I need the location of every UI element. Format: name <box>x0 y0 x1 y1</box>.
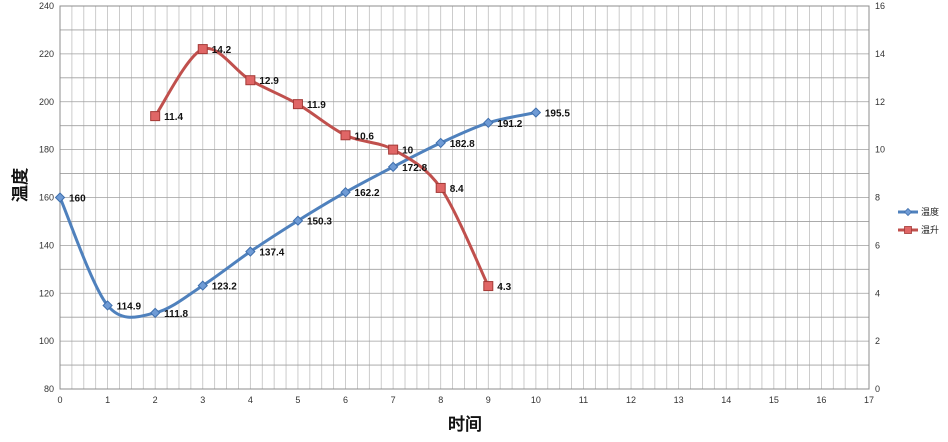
x-tick-label: 13 <box>674 395 684 405</box>
data-label: 182.8 <box>450 139 475 150</box>
y2-tick-label: 8 <box>875 193 880 203</box>
legend-marker <box>903 207 913 217</box>
x-tick-label: 8 <box>438 395 443 405</box>
data-point-marker <box>245 246 256 257</box>
x-axis-ticks: 0 1 2 3 4 5 6 7 8 9 10 11 12 13 14 15 16 17 <box>57 395 874 405</box>
y2-tick-label: 12 <box>875 97 885 107</box>
data-point-marker <box>340 130 351 141</box>
data-label: 111.8 <box>164 309 188 320</box>
y-axis-title: 温度 <box>10 167 31 202</box>
y-tick-label: 100 <box>39 336 54 346</box>
data-label: 8.4 <box>450 184 464 195</box>
x-tick-label: 10 <box>531 395 541 405</box>
data-point-marker <box>435 182 446 193</box>
y-tick-label: 240 <box>39 1 54 11</box>
x-tick-label: 0 <box>57 395 62 405</box>
data-point-marker <box>530 107 542 118</box>
series-layer <box>54 44 542 319</box>
legend-marker <box>904 226 912 234</box>
data-label: 160 <box>69 194 86 205</box>
data-label: 10.6 <box>355 131 375 142</box>
data-label: 12.9 <box>259 76 279 87</box>
y2-tick-label: 16 <box>875 1 885 11</box>
y2-tick-label: 0 <box>875 384 880 394</box>
y-tick-label: 120 <box>39 288 54 298</box>
y-tick-label: 200 <box>39 97 54 107</box>
data-point-marker <box>150 111 161 122</box>
data-label: 11.9 <box>307 100 326 111</box>
y-tick-label: 220 <box>39 49 54 59</box>
y-axis-left-ticks: 80 100 120 140 160 180 200 220 240 <box>39 1 54 394</box>
data-point-marker <box>292 99 303 110</box>
data-label: 14.2 <box>212 45 232 56</box>
x-tick-label: 4 <box>248 395 253 405</box>
x-tick-label: 16 <box>816 395 826 405</box>
series-1 <box>54 107 542 319</box>
data-label: 191.2 <box>497 119 522 130</box>
x-tick-label: 9 <box>486 395 491 405</box>
data-label: 123.2 <box>212 282 237 293</box>
x-tick-label: 6 <box>343 395 348 405</box>
y-tick-label: 80 <box>44 384 54 394</box>
x-tick-label: 1 <box>105 395 110 405</box>
data-label: 11.4 <box>164 112 183 123</box>
y-tick-label: 140 <box>39 240 54 250</box>
y2-tick-label: 6 <box>875 240 880 250</box>
data-label: 195.5 <box>545 109 570 120</box>
x-tick-label: 17 <box>864 395 874 405</box>
y-tick-label: 180 <box>39 145 54 155</box>
data-point-marker <box>483 281 494 292</box>
y-tick-label: 160 <box>39 193 54 203</box>
x-tick-label: 12 <box>626 395 636 405</box>
data-label: 114.9 <box>117 301 142 312</box>
data-label: 137.4 <box>259 248 284 259</box>
legend-label: 温度 <box>921 206 939 218</box>
data-point-marker <box>245 75 256 86</box>
x-axis-title: 时间 <box>448 414 482 435</box>
data-point-marker <box>340 187 351 198</box>
data-point-marker <box>388 144 399 155</box>
legend-item: 温升 <box>898 225 939 236</box>
data-point-marker <box>483 117 494 129</box>
x-tick-label: 2 <box>153 395 158 405</box>
data-point-marker <box>149 307 161 319</box>
data-point-marker <box>292 215 304 226</box>
x-tick-label: 11 <box>579 395 588 405</box>
y2-tick-label: 10 <box>875 145 885 155</box>
y2-tick-label: 4 <box>875 288 880 298</box>
data-point-marker <box>197 280 208 291</box>
x-tick-label: 5 <box>295 395 300 405</box>
data-point-marker <box>435 137 446 149</box>
y2-tick-label: 2 <box>875 336 880 346</box>
x-tick-label: 14 <box>721 395 731 405</box>
data-label: 150.3 <box>307 217 332 228</box>
x-tick-label: 15 <box>769 395 779 405</box>
y-axis-right-ticks: 0 2 4 6 8 10 12 14 16 <box>875 1 885 394</box>
x-tick-label: 7 <box>391 395 396 405</box>
legend-label: 温升 <box>921 225 939 236</box>
x-tick-label: 3 <box>200 395 205 405</box>
data-point-marker <box>54 192 66 203</box>
data-label: 162.2 <box>355 188 380 199</box>
series-2 <box>150 44 494 292</box>
y2-tick-label: 14 <box>875 49 885 59</box>
data-label: 4.3 <box>497 282 511 293</box>
data-point-marker <box>102 300 113 311</box>
legend-item: 温度 <box>898 206 939 218</box>
data-label: 172.8 <box>402 163 427 174</box>
data-point-marker <box>197 44 208 55</box>
gridlines <box>59 5 870 390</box>
data-labels: 160 114.9 111.8 123.2 137.4 150.3 162.2 172.8 18… <box>69 45 570 320</box>
data-point-marker <box>387 161 399 173</box>
data-label: 10 <box>402 146 414 157</box>
